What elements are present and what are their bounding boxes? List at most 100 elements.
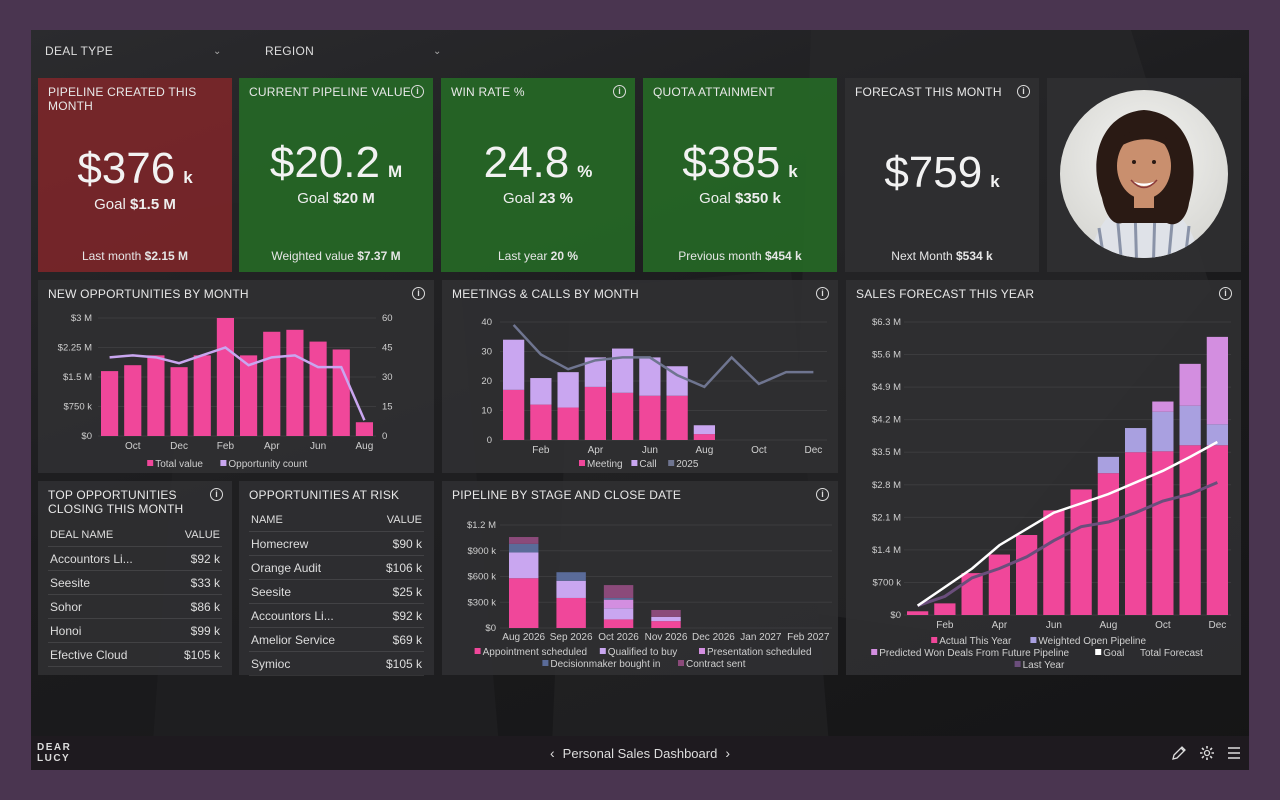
bar-segment	[1179, 445, 1201, 615]
row-name: Amelior Service	[251, 633, 336, 647]
kpi-forecast-month[interactable]: FORECAST THIS MONTH i $759 k Next Month $…	[845, 78, 1039, 272]
row-name: Honoi	[50, 624, 82, 638]
table-row[interactable]: Orange Audit $106 k	[249, 556, 424, 580]
avatar[interactable]	[1047, 78, 1241, 272]
bar	[170, 367, 188, 436]
line-series	[512, 324, 814, 389]
bar-segment	[1097, 473, 1119, 615]
chevron-left-icon[interactable]: ‹	[550, 745, 555, 761]
bar-meeting	[639, 395, 661, 440]
y-tick-label: $0	[485, 623, 496, 634]
info-icon[interactable]: i	[210, 488, 223, 501]
bar-segment	[1206, 336, 1228, 425]
kpi-current-pipeline[interactable]: CURRENT PIPELINE VALUE i $20.2 M Goal $20…	[239, 78, 433, 272]
table-header: DEAL NAME VALUE	[48, 529, 222, 547]
info-icon[interactable]: i	[1219, 287, 1232, 300]
info-icon[interactable]: i	[613, 85, 626, 98]
kpi-win-rate[interactable]: WIN RATE % i 24.8% Goal 23 % Last year 2…	[441, 78, 635, 272]
x-tick-label: Aug	[356, 441, 374, 452]
info-icon[interactable]: i	[816, 488, 829, 501]
info-icon[interactable]: i	[411, 85, 424, 98]
info-icon[interactable]: i	[412, 287, 425, 300]
table-row[interactable]: Accountors Li... $92 k	[48, 547, 222, 571]
x-tick-label: Oct	[1155, 620, 1171, 631]
top-opportunities-card: TOP OPPORTUNITIES CLOSING THIS MONTH i D…	[38, 481, 232, 675]
info-icon[interactable]: i	[816, 287, 829, 300]
bar-call	[503, 339, 525, 390]
table-row[interactable]: Symioc $105 k	[249, 652, 424, 676]
table-row[interactable]: Amelior Service $69 k	[249, 628, 424, 652]
table-row[interactable]: Accountors Li... $92 k	[249, 604, 424, 628]
x-tick-label: Nov 2026	[645, 632, 688, 643]
opportunities-at-risk-card: OPPORTUNITIES AT RISK NAME VALUE Homecrew…	[239, 481, 434, 676]
gear-icon[interactable]	[1199, 745, 1215, 761]
chevron-right-icon[interactable]: ›	[725, 745, 730, 761]
legend-swatch	[1095, 649, 1102, 655]
table-row[interactable]: Efective Cloud $105 k	[48, 643, 222, 667]
table-row[interactable]: Seesite $25 k	[249, 580, 424, 604]
y-tick-label: 30	[481, 347, 492, 358]
legend-swatch	[474, 648, 481, 654]
y2-tick-label: 45	[382, 343, 393, 354]
y-tick-label: $0	[890, 610, 901, 621]
bar	[332, 349, 350, 436]
bar	[193, 355, 211, 436]
sales-forecast-chart: $0 $700 k $1.4 M $2.1 M $2.8 M $3.5 M $4.2 M $4…	[871, 317, 1231, 671]
sales-forecast-card: SALES FORECAST THIS YEAR i $0 $700 k $1.4 …	[846, 280, 1241, 675]
line-goal	[916, 440, 1218, 607]
kpi-value: 24.8%	[483, 138, 593, 187]
bar-segment	[1206, 424, 1228, 446]
row-value: $106 k	[385, 561, 422, 575]
bar-meeting	[666, 395, 688, 440]
pencil-icon[interactable]	[1171, 745, 1187, 761]
card-title: OPPORTUNITIES AT RISK	[249, 488, 400, 502]
y2-tick-label: 0	[382, 431, 387, 442]
y-tick-label: $0	[81, 431, 92, 442]
filter-region[interactable]: REGION ⌄	[265, 44, 445, 58]
bar	[286, 329, 304, 436]
card-title: QUOTA ATTAINMENT	[653, 85, 775, 99]
y-tick-label: $300 k	[467, 597, 496, 608]
bar-segment	[509, 537, 539, 544]
y2-tick-label: 30	[382, 372, 393, 383]
table-row[interactable]: Seesite $33 k	[48, 571, 222, 595]
bar-call	[639, 357, 661, 396]
row-value: $92 k	[392, 609, 422, 623]
table-row[interactable]: Sohor $86 k	[48, 595, 222, 619]
y-tick-label: $1.5 M	[63, 372, 92, 383]
kpi-goal: Goal $1.5 M	[94, 196, 176, 213]
bar-segment	[988, 554, 1010, 615]
card-title: PIPELINE CREATED THIS MONTH	[48, 85, 197, 113]
x-tick-label: Dec	[170, 441, 188, 452]
menu-icon[interactable]	[1226, 745, 1242, 761]
legend-swatch	[699, 648, 705, 654]
bar-segment	[1016, 535, 1038, 615]
y-tick-label: $6.3 M	[872, 317, 901, 328]
filter-deal-type[interactable]: DEAL TYPE ⌄	[45, 44, 225, 58]
kpi-pipeline-created[interactable]: PIPELINE CREATED THIS MONTH $376 k Goal $…	[38, 78, 232, 272]
row-name: Sohor	[50, 600, 83, 614]
legend-swatch	[931, 637, 938, 643]
card-title: SALES FORECAST THIS YEAR	[856, 287, 1035, 301]
table-row[interactable]: Honoi $99 k	[48, 619, 222, 643]
row-name: Seesite	[251, 585, 292, 599]
bar	[240, 355, 258, 436]
kpi-quota-attainment[interactable]: QUOTA ATTAINMENT $385 k Goal $350 k Previ…	[643, 78, 837, 272]
x-tick-label: Jun	[1046, 620, 1062, 631]
row-value: $105 k	[183, 648, 220, 662]
bar-segment	[603, 599, 634, 609]
y-tick-label: $2.1 M	[872, 512, 901, 523]
legend-swatch	[1014, 661, 1021, 667]
dashboard-title: Personal Sales Dashboard	[562, 746, 718, 761]
y-tick-label: $750 k	[63, 402, 92, 413]
y2-tick-label: 15	[382, 402, 393, 413]
bar-call	[557, 372, 579, 408]
info-icon[interactable]: i	[1017, 85, 1030, 98]
kpi-footer: Last month $2.15 M	[81, 249, 189, 263]
table-row[interactable]: Homecrew $90 k	[249, 532, 424, 556]
x-tick-label: Oct	[125, 441, 141, 452]
row-name: Homecrew	[251, 537, 309, 551]
x-tick-label: Oct 2026	[598, 632, 639, 643]
card-title: NEW OPPORTUNITIES BY MONTH	[48, 287, 249, 301]
kpi-value: $759 k	[884, 148, 1000, 197]
